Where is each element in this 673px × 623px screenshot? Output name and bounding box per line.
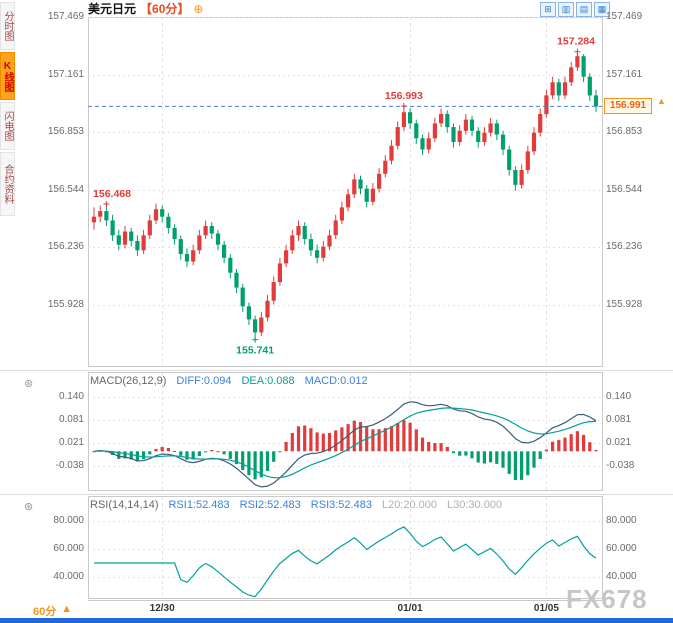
last-price-tag: 156.991 [604,98,652,115]
rsi-l20-label: L20:20.000 [381,499,438,511]
tab-kline-chart[interactable]: K线图 [0,52,15,100]
macd-dea-value: DEA:0.088 [241,375,295,387]
price-direction-up-icon: ▲ [657,96,666,107]
rsi-params-label: RSI(14,14,14) [90,499,159,511]
price-annotation: 156.993 [385,90,423,102]
rsi-settings-icon[interactable]: ⊛ [24,501,34,513]
price-annotation: 155.741 [236,345,274,357]
tab-contract-info[interactable]: 合约资料 [0,152,15,216]
period-up-arrow-icon: ▲ [61,603,73,615]
macd-header: MACD(26,12,9) DIFF:0.094 DEA:0.088 MACD:… [90,375,368,387]
price-annotation: 156.468 [93,188,131,200]
indicator-panel-icon[interactable]: ▦ [594,2,610,17]
bottom-bar [0,618,673,623]
rsi3-value: RSI3:52.483 [310,499,372,511]
compare-icon[interactable]: ⊞ [540,2,556,17]
tab-lightning-chart[interactable]: 闪电图 [0,102,15,150]
rsi2-value: RSI2:52.483 [239,499,301,511]
tab-time-chart[interactable]: 分时图 [0,2,15,50]
top-toolbar: ⊞ ▥ ▤ ▦ [540,2,610,17]
grid-layout-icon[interactable]: ▥ [558,2,574,17]
rsi-header: RSI(14,14,14) RSI1:52.483 RSI2:52.483 RS… [90,499,502,511]
period-indicator[interactable]: 60分 ▲ [33,603,72,619]
kline-style-icon[interactable]: ▤ [576,2,592,17]
rsi1-value: RSI1:52.483 [168,499,230,511]
macd-diff-value: DIFF:0.094 [176,375,232,387]
macd-settings-icon[interactable]: ⊛ [24,378,34,390]
period-label: 【60分】 [140,2,190,16]
chart-header: 美元日元 【60分】 ⊕ [88,1,203,16]
macd-params-label: MACD(26,12,9) [90,375,167,387]
price-annotation: 157.284 [557,36,595,48]
symbol-title: 美元日元 [88,2,137,16]
period-indicator-label: 60分 [33,606,57,618]
left-tab-bar: 分时图 K线图 闪电图 合约资料 [0,2,16,216]
macd-macd-value: MACD:0.012 [304,375,368,387]
period-settings-icon[interactable]: ⊕ [193,1,204,16]
rsi-l30-label: L30:30.000 [447,499,503,511]
